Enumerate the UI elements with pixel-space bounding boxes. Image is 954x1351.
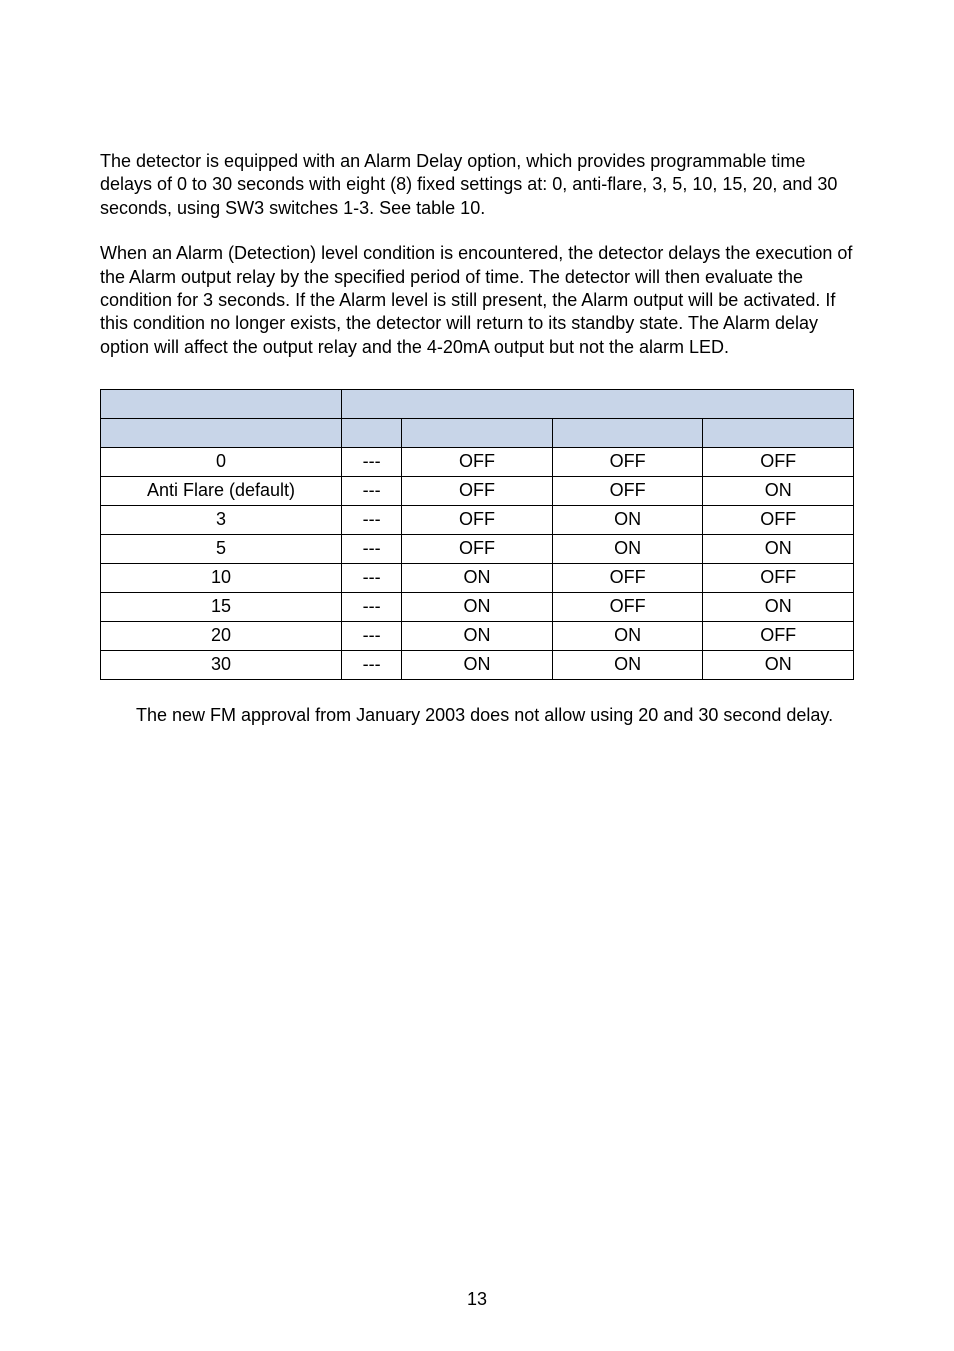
table-row: 10 --- ON OFF OFF bbox=[101, 564, 854, 593]
table-cell: --- bbox=[341, 506, 401, 535]
table-header-cell bbox=[402, 419, 553, 448]
table-cell: --- bbox=[341, 477, 401, 506]
table-cell: --- bbox=[341, 535, 401, 564]
table-header-row-2 bbox=[101, 419, 854, 448]
table-cell: ON bbox=[402, 593, 553, 622]
table-cell: OFF bbox=[402, 477, 553, 506]
table-cell: ON bbox=[552, 535, 703, 564]
table-cell: 15 bbox=[101, 593, 342, 622]
table-cell: OFF bbox=[552, 477, 703, 506]
table-cell: ON bbox=[402, 564, 553, 593]
table-row: 15 --- ON OFF ON bbox=[101, 593, 854, 622]
note-paragraph: The new FM approval from January 2003 do… bbox=[100, 704, 854, 727]
table-header-row-1 bbox=[101, 390, 854, 419]
table-header-cell bbox=[101, 390, 342, 419]
table-header-cell bbox=[101, 419, 342, 448]
table-row: 5 --- OFF ON ON bbox=[101, 535, 854, 564]
table-header-cell bbox=[703, 419, 854, 448]
table-cell: ON bbox=[552, 506, 703, 535]
table-cell: ON bbox=[552, 622, 703, 651]
table-cell: ON bbox=[402, 651, 553, 680]
table-cell: OFF bbox=[402, 535, 553, 564]
table-row: 20 --- ON ON OFF bbox=[101, 622, 854, 651]
table-cell: ON bbox=[703, 535, 854, 564]
note-text: The new FM approval from January 2003 do… bbox=[136, 705, 833, 725]
alarm-delay-table: 0 --- OFF OFF OFF Anti Flare (default) -… bbox=[100, 389, 854, 680]
table-cell: --- bbox=[341, 448, 401, 477]
table-cell: OFF bbox=[402, 506, 553, 535]
table-row: 30 --- ON ON ON bbox=[101, 651, 854, 680]
table-row: Anti Flare (default) --- OFF OFF ON bbox=[101, 477, 854, 506]
table-cell: OFF bbox=[552, 593, 703, 622]
table-cell: OFF bbox=[552, 448, 703, 477]
table-cell: --- bbox=[341, 622, 401, 651]
table-cell: OFF bbox=[703, 564, 854, 593]
table-cell: --- bbox=[341, 593, 401, 622]
page-number: 13 bbox=[0, 1288, 954, 1311]
table-cell: ON bbox=[552, 651, 703, 680]
table-cell: 30 bbox=[101, 651, 342, 680]
table-cell: 20 bbox=[101, 622, 342, 651]
table-cell: --- bbox=[341, 564, 401, 593]
table-cell: OFF bbox=[703, 506, 854, 535]
table-header-cell bbox=[341, 419, 401, 448]
table-row: 0 --- OFF OFF OFF bbox=[101, 448, 854, 477]
table-cell: ON bbox=[703, 593, 854, 622]
table-cell: OFF bbox=[402, 448, 553, 477]
table-cell: 0 bbox=[101, 448, 342, 477]
table-cell: OFF bbox=[552, 564, 703, 593]
table-cell: ON bbox=[402, 622, 553, 651]
table-cell: 5 bbox=[101, 535, 342, 564]
paragraph-1: The detector is equipped with an Alarm D… bbox=[100, 150, 854, 220]
table-cell: OFF bbox=[703, 622, 854, 651]
document-page: The detector is equipped with an Alarm D… bbox=[0, 0, 954, 1351]
table-row: 3 --- OFF ON OFF bbox=[101, 506, 854, 535]
table-cell: Anti Flare (default) bbox=[101, 477, 342, 506]
table-cell: ON bbox=[703, 477, 854, 506]
table-cell: ON bbox=[703, 651, 854, 680]
table-header-cell bbox=[552, 419, 703, 448]
table-cell: OFF bbox=[703, 448, 854, 477]
table-cell: --- bbox=[341, 651, 401, 680]
table-cell: 3 bbox=[101, 506, 342, 535]
paragraph-2: When an Alarm (Detection) level conditio… bbox=[100, 242, 854, 359]
table-header-cell bbox=[341, 390, 853, 419]
table-cell: 10 bbox=[101, 564, 342, 593]
